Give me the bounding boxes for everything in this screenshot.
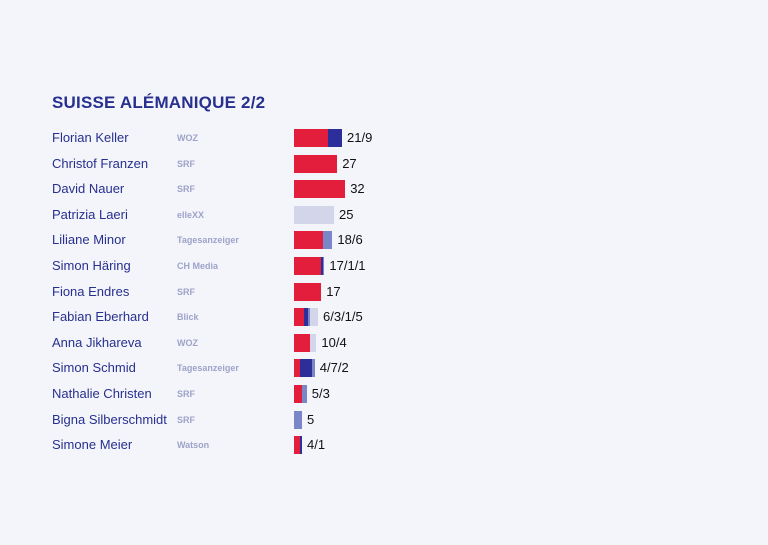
stacked-bar: [294, 282, 322, 301]
person-name: Florian Keller: [52, 130, 129, 145]
outlet-label: SRF: [177, 158, 195, 169]
chart-row: Florian Keller WOZ 21/9: [0, 128, 768, 152]
bar-segment: [327, 129, 342, 147]
stacked-bar: [294, 359, 315, 378]
bar-segment: [294, 129, 328, 147]
chart-row: Fabian Eberhard Blick 6/3/1/5: [0, 307, 768, 331]
outlet-label: SRF: [177, 389, 195, 399]
stacked-bar: [294, 257, 325, 275]
outlet-label: WOZ: [177, 337, 198, 348]
bar-segment: [321, 257, 323, 275]
stacked-bar: [294, 385, 307, 403]
bar-segment: [322, 231, 333, 250]
person-name: Simone Meier: [52, 437, 133, 453]
bar-segment: [308, 308, 310, 327]
bar-segment: [294, 180, 346, 199]
outlet-label: SRF: [177, 414, 195, 425]
chart-row: Nathalie Christen SRF 5/3: [0, 384, 768, 408]
value-label: 17/1/1: [329, 258, 366, 273]
value-label: 32: [350, 181, 365, 197]
value-label: 5/3: [311, 386, 330, 401]
outlet-label: Tagesanzeiger: [177, 363, 239, 374]
value-label: 17: [326, 283, 341, 299]
bar-segment: [294, 436, 301, 455]
chart-row: Liliane Minor Tagesanzeiger 18/6: [0, 230, 768, 254]
outlet-label: Blick: [177, 312, 199, 323]
chart-row: Patrizia Laeri elleXX 25: [0, 205, 768, 229]
value-label: 5: [307, 411, 315, 427]
value-label: 4/7/2: [319, 360, 349, 376]
value-label: 25: [339, 206, 354, 222]
person-name: Fabian Eberhard: [52, 309, 149, 325]
person-name: Simon Schmid: [52, 360, 136, 376]
chart-row: Simone Meier Watson 4/1: [0, 435, 768, 459]
value-label: 4/1: [307, 437, 326, 453]
bar-segment: [294, 257, 322, 275]
bar-segment: [294, 333, 310, 352]
bar-segment: [294, 154, 338, 173]
bar-segment: [302, 385, 307, 403]
person-name: David Nauer: [52, 181, 125, 197]
value-label: 21/9: [347, 130, 373, 145]
value-label: 10/4: [321, 334, 347, 350]
bar-segment: [294, 231, 323, 250]
person-name: Nathalie Christen: [52, 386, 152, 401]
value-label: 6/3/1/5: [323, 309, 363, 325]
value-label: 18/6: [337, 232, 363, 248]
person-name: Christof Franzen: [52, 155, 149, 171]
chart-row: Anna Jikhareva WOZ 10/4: [0, 333, 768, 357]
bar-segment: [310, 333, 317, 352]
person-name: Fiona Endres: [52, 283, 130, 299]
outlet-label: Tagesanzeiger: [177, 235, 239, 246]
outlet-label: WOZ: [177, 133, 198, 143]
stacked-bar: [294, 308, 318, 327]
bar-segment: [300, 436, 302, 455]
bar-segment: [303, 308, 309, 327]
chart-row: Bigna Silberschmidt SRF 5: [0, 410, 768, 434]
chart-row: Simon Schmid Tagesanzeiger 4/7/2: [0, 358, 768, 382]
person-name: Patrizia Laeri: [52, 206, 128, 222]
bar-segment: [322, 257, 325, 275]
outlet-label: SRF: [177, 286, 195, 297]
bar-segment: [294, 385, 302, 403]
chart-row: Simon Häring CH Media 17/1/1: [0, 256, 768, 280]
person-name: Liliane Minor: [52, 232, 126, 248]
outlet-label: CH Media: [177, 261, 219, 271]
outlet-label: Watson: [177, 440, 210, 451]
chart-row: Fiona Endres SRF 17: [0, 282, 768, 306]
chart-row: Christof Franzen SRF 27: [0, 154, 768, 178]
stacked-bar: [294, 154, 338, 173]
bar-segment: [294, 359, 301, 378]
outlet-label: SRF: [177, 184, 195, 195]
stacked-bar: [294, 333, 317, 352]
outlet-label: elleXX: [177, 209, 205, 220]
value-label: 27: [342, 155, 357, 171]
bar-segment: [309, 308, 318, 327]
stacked-bar: [294, 205, 334, 224]
bar-segment: [294, 282, 322, 301]
stacked-bar: [294, 129, 342, 147]
person-name: Anna Jikhareva: [52, 334, 142, 350]
chart-row: David Nauer SRF 32: [0, 179, 768, 203]
bar-segment: [300, 359, 312, 378]
bar-segment: [311, 359, 315, 378]
bar-segment: [294, 308, 304, 327]
stacked-bar: [294, 180, 346, 199]
person-name: Bigna Silberschmidt: [52, 411, 167, 427]
stacked-bar: [294, 436, 302, 455]
bar-segment: [294, 205, 334, 224]
chart-title: SUISSE ALÉMANIQUE 2/2: [52, 93, 266, 112]
person-name: Simon Häring: [52, 258, 131, 273]
bar-segment: [294, 410, 302, 429]
stacked-bar: [294, 231, 333, 250]
stacked-bar: [294, 410, 302, 429]
